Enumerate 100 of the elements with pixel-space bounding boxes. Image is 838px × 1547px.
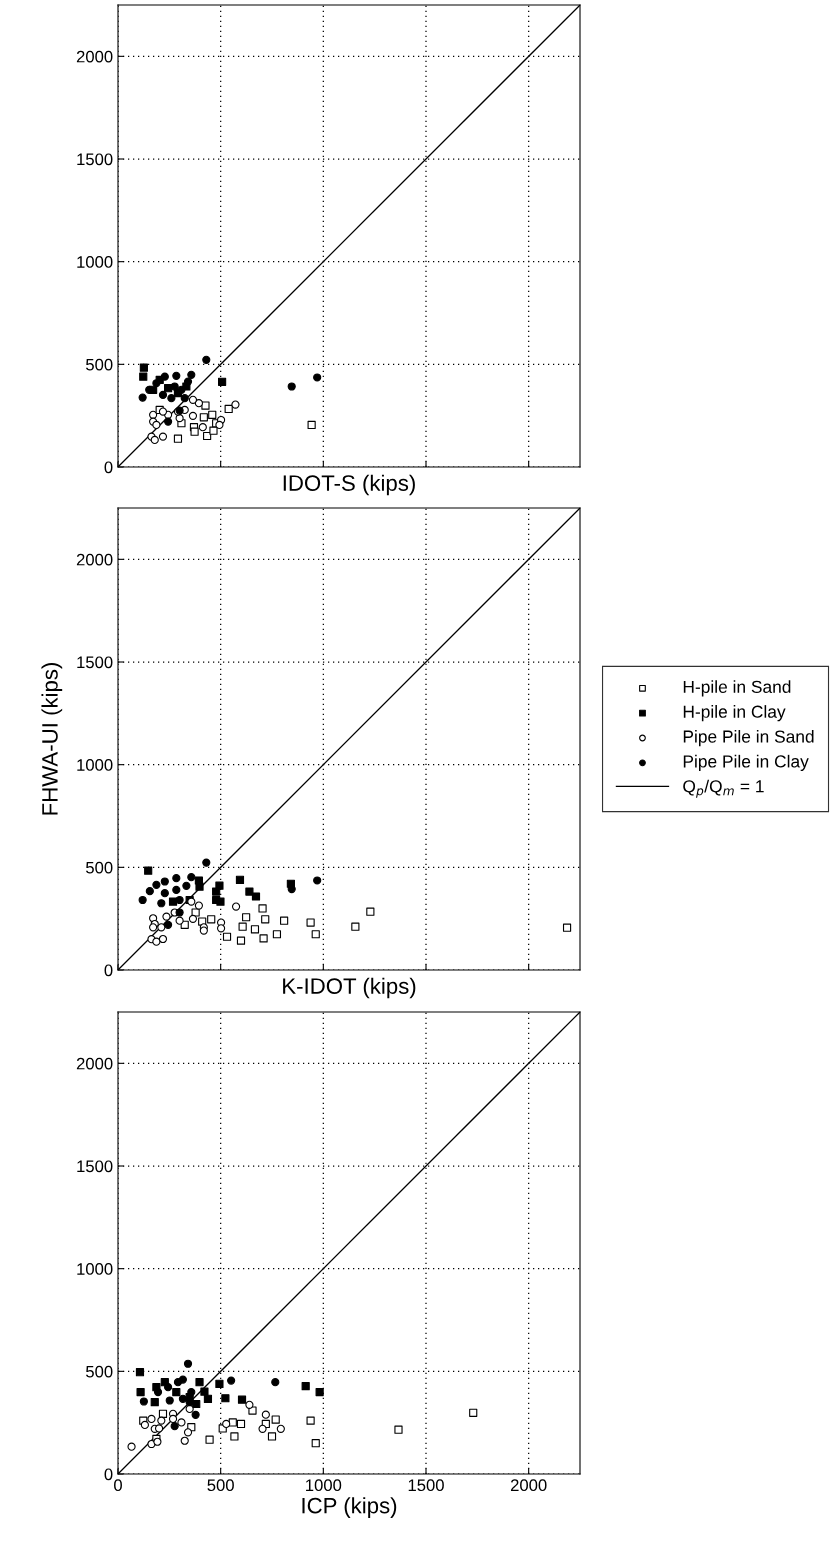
point <box>280 916 289 925</box>
point <box>170 1422 179 1431</box>
x-axis-title: IDOT-S (kips) <box>283 474 415 496</box>
y-tick-label: 500 <box>86 1365 113 1378</box>
y-tick-label: 1000 <box>77 256 113 268</box>
point <box>177 385 186 394</box>
point <box>194 901 203 910</box>
y-axis-title: FHWA-UI (kips) <box>41 663 63 815</box>
point <box>160 889 169 898</box>
point <box>248 1406 257 1415</box>
point <box>160 372 169 381</box>
point <box>175 916 184 925</box>
x-tick-label: 2000 <box>510 1479 547 1492</box>
point <box>315 1387 324 1397</box>
point <box>149 923 158 932</box>
point <box>158 390 168 400</box>
point <box>311 1439 320 1448</box>
y-tick-label: 0 <box>104 1468 113 1481</box>
x-axis-title: ICP (kips) <box>302 1497 397 1518</box>
point <box>313 876 322 885</box>
point <box>245 1400 254 1409</box>
point <box>235 875 245 884</box>
point <box>188 395 198 404</box>
point <box>183 377 193 386</box>
point <box>366 907 375 916</box>
point <box>301 1382 310 1391</box>
point <box>209 426 218 435</box>
point <box>180 1436 189 1445</box>
point <box>188 411 198 420</box>
point <box>271 1378 280 1387</box>
point <box>205 1435 214 1444</box>
y-tick-label: 0 <box>104 964 113 977</box>
point <box>165 1396 174 1405</box>
point <box>216 897 225 906</box>
point <box>172 371 181 380</box>
point <box>212 887 221 896</box>
y-tick-label: 1500 <box>77 153 113 166</box>
point <box>177 1418 186 1427</box>
point <box>207 915 216 924</box>
point <box>562 923 572 932</box>
point <box>147 1414 156 1424</box>
x-tick-label: 1000 <box>306 1479 342 1492</box>
point <box>351 922 360 931</box>
point <box>172 1387 181 1397</box>
point <box>152 379 161 388</box>
point <box>313 373 322 382</box>
point <box>138 895 147 905</box>
point <box>168 1414 178 1424</box>
point <box>157 1416 166 1425</box>
y-tick-label: 500 <box>86 358 113 371</box>
point <box>154 1424 164 1433</box>
point <box>237 1395 247 1404</box>
point <box>164 1383 173 1392</box>
point <box>272 930 282 939</box>
point <box>178 1394 187 1403</box>
point <box>150 1398 159 1407</box>
point <box>162 912 171 921</box>
point <box>139 1397 148 1406</box>
point <box>222 1419 231 1428</box>
point <box>135 1368 145 1377</box>
point <box>153 1387 163 1397</box>
point <box>139 363 148 372</box>
x-tick-label: 0 <box>114 1479 122 1492</box>
point <box>261 1410 270 1419</box>
point <box>198 423 207 432</box>
point <box>242 913 251 922</box>
point <box>307 420 316 430</box>
point <box>139 372 148 381</box>
legend-label: Q$_{p}$/Q$_{m}$ = 1 <box>683 779 764 798</box>
point <box>195 1378 204 1387</box>
y-tick-label: 2000 <box>76 1057 113 1070</box>
point <box>158 407 168 416</box>
y-tick-label: 500 <box>86 861 113 874</box>
point <box>158 934 168 944</box>
point <box>136 1387 145 1397</box>
point <box>222 932 232 941</box>
point <box>157 899 166 908</box>
point <box>208 410 217 419</box>
point <box>276 1424 285 1433</box>
point <box>158 432 168 441</box>
point <box>261 915 270 924</box>
legend-label: Pipe Pile in Clay <box>683 754 809 772</box>
point <box>251 892 261 901</box>
point <box>173 434 183 443</box>
point <box>227 1376 236 1385</box>
y-tick-label: 2000 <box>76 553 113 566</box>
point <box>238 922 247 931</box>
y-tick-label: 1000 <box>77 759 113 771</box>
point <box>218 377 227 386</box>
point <box>178 1375 187 1384</box>
x-axis-title: K-IDOT (kips) <box>283 977 416 999</box>
point <box>175 908 184 917</box>
point <box>127 1442 136 1451</box>
y-tick-label: 1500 <box>77 1160 113 1173</box>
point <box>160 877 169 886</box>
point <box>172 874 181 883</box>
point <box>231 902 241 911</box>
point <box>201 401 210 410</box>
point <box>138 393 147 402</box>
point <box>215 1379 224 1388</box>
